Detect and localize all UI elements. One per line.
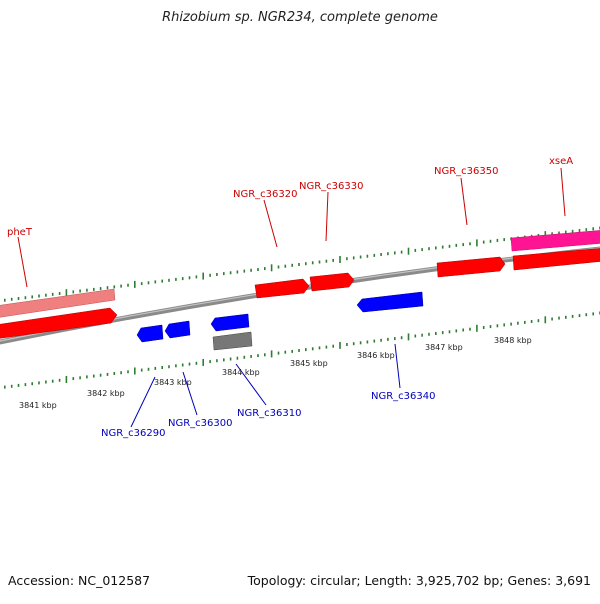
gene-phet[interactable] [0,307,118,339]
label-phet[interactable]: pheT [7,227,33,238]
tick-label-3846: 3846 kbp [357,351,395,360]
tick-label-3844: 3844 kbp [222,368,260,377]
feature-ngr-c36310-grey[interactable] [212,331,253,351]
label-ngr-c36350[interactable]: NGR_c36350 [434,166,499,177]
accession-text: Accession: NC_012587 [8,573,151,588]
gene-xsea-rna[interactable] [510,230,600,252]
label-ngr-c36290[interactable]: NGR_c36290 [101,428,166,439]
genome-summary-text: Topology: circular; Length: 3,925,702 bp… [247,573,591,588]
leader-ngr-c36290 [130,376,156,428]
tick-label-3848: 3848 kbp [494,336,532,345]
leader-ngr-c36330 [325,191,329,242]
leader-ngr-c36320 [263,199,278,248]
label-xsea[interactable]: xseA [549,156,573,167]
label-ngr-c36300[interactable]: NGR_c36300 [168,418,233,429]
label-ngr-c36330[interactable]: NGR_c36330 [299,181,364,192]
map-title: Rhizobium sp. NGR234, complete genome [162,10,438,25]
leader-ngr-c36340 [394,343,401,389]
gene-ngr-c36310[interactable] [210,313,250,332]
leader-ngr-c36310 [235,363,267,406]
gene-ngr-c36290[interactable] [136,324,164,343]
label-ngr-c36310[interactable]: NGR_c36310 [237,408,302,419]
inner-tick-track [4,311,600,389]
tick-label-3843: 3843 kbp [154,378,192,387]
gene-phet-rna[interactable] [0,288,116,318]
gene-xsea[interactable] [512,248,600,271]
leader-phet [17,236,28,288]
label-ngr-c36340[interactable]: NGR_c36340 [371,391,436,402]
leader-ngr-c36350 [460,177,468,226]
tick-label-3841: 3841 kbp [19,401,57,410]
leader-xsea [560,167,566,217]
gene-ngr-c36320[interactable] [254,278,310,299]
gene-ngr-c36330[interactable] [309,272,355,292]
gene-ngr-c36340[interactable] [356,291,424,313]
gene-ngr-c36350[interactable] [436,256,506,278]
tick-label-3842: 3842 kbp [87,389,125,398]
tick-label-3845: 3845 kbp [290,359,328,368]
label-ngr-c36320[interactable]: NGR_c36320 [233,189,298,200]
leader-ngr-c36300 [182,371,198,416]
tick-label-3847: 3847 kbp [425,343,463,352]
gene-ngr-c36300[interactable] [164,320,191,339]
